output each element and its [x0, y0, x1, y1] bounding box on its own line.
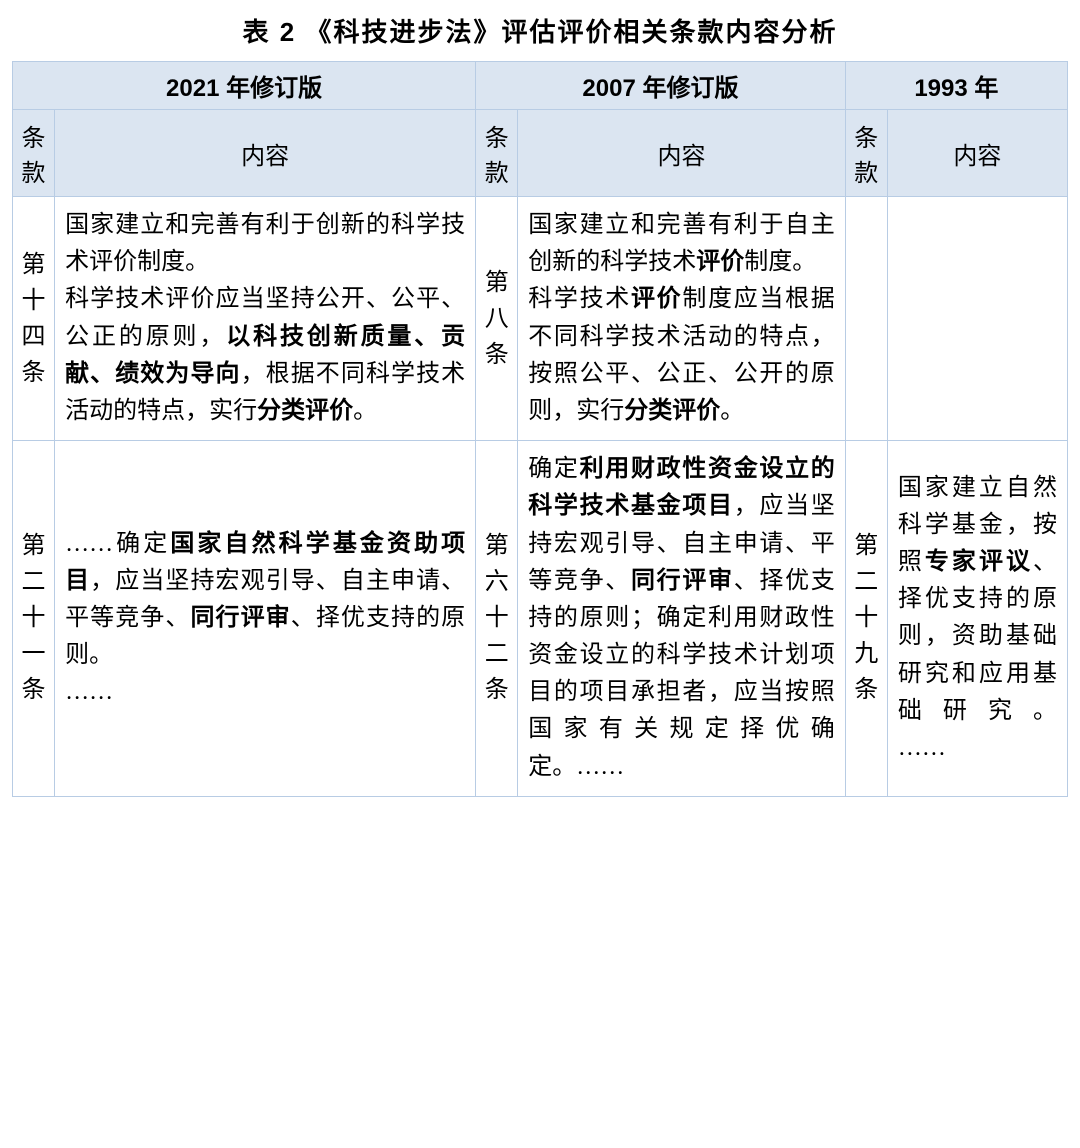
col-header-1993: 1993 年 [845, 62, 1067, 110]
subhead-content-2: 内容 [518, 110, 845, 197]
cell-content-2021-r2: ……确定国家自然科学基金资助项目，应当坚持宏观引导、自主申请、平等竞争、同行评审… [55, 441, 476, 797]
subhead-content-3: 内容 [887, 110, 1067, 197]
cell-article-2021-r2: 第二十一条 [13, 441, 55, 797]
subhead-article-3: 条款 [845, 110, 887, 197]
cell-content-2007-r2: 确定利用财政性资金设立的科学技术基金项目，应当坚持宏观引导、自主申请、平等竞争、… [518, 441, 845, 797]
subhead-article-1: 条款 [13, 110, 55, 197]
cell-content-2007-r1: 国家建立和完善有利于自主创新的科学技术评价制度。 科学技术评价制度应当根据不同科… [518, 197, 845, 441]
table-title: 表 2 《科技进步法》评估评价相关条款内容分析 [12, 12, 1068, 49]
header-row-sub: 条款 内容 条款 内容 条款 内容 [13, 110, 1068, 197]
cell-content-1993-r2: 国家建立自然科学基金，按照专家评议、择优支持的原则，资助基础研究和应用基础研究。… [887, 441, 1067, 797]
cell-article-1993-r2: 第二十九条 [845, 441, 887, 797]
cell-content-2021-r1: 国家建立和完善有利于创新的科学技术评价制度。 科学技术评价应当坚持公开、公平、公… [55, 197, 476, 441]
cell-article-2007-r2: 第六十二条 [476, 441, 518, 797]
cell-content-1993-r1 [887, 197, 1067, 441]
cell-article-2007-r1: 第八条 [476, 197, 518, 441]
col-header-2007: 2007 年修订版 [476, 62, 846, 110]
cell-article-1993-r1 [845, 197, 887, 441]
comparison-table: 2021 年修订版 2007 年修订版 1993 年 条款 内容 条款 内容 条… [12, 61, 1068, 797]
subhead-article-2: 条款 [476, 110, 518, 197]
cell-article-2021-r1: 第十四条 [13, 197, 55, 441]
table-row: 第二十一条 ……确定国家自然科学基金资助项目，应当坚持宏观引导、自主申请、平等竞… [13, 441, 1068, 797]
header-row-versions: 2021 年修订版 2007 年修订版 1993 年 [13, 62, 1068, 110]
col-header-2021: 2021 年修订版 [13, 62, 476, 110]
table-row: 第十四条 国家建立和完善有利于创新的科学技术评价制度。 科学技术评价应当坚持公开… [13, 197, 1068, 441]
subhead-content-1: 内容 [55, 110, 476, 197]
